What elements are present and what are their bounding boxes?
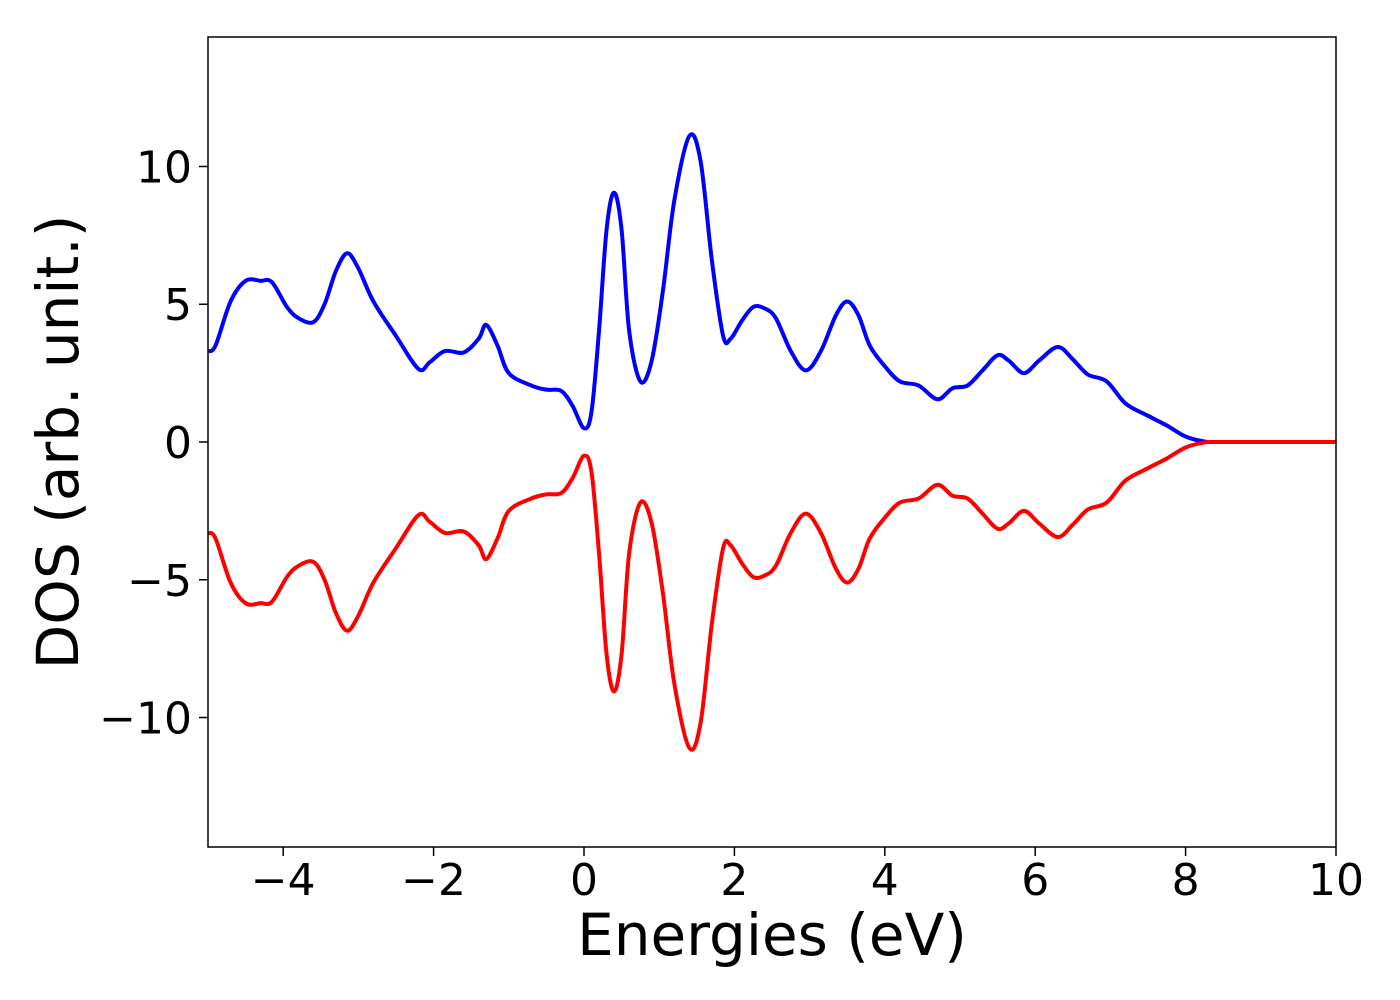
x-tick-label: 8 [1172, 855, 1200, 906]
x-tick-label: 0 [570, 855, 598, 906]
y-tick-label: −10 [99, 694, 192, 745]
x-tick-label: −4 [251, 855, 316, 906]
line [208, 132, 1336, 445]
plot-frame [207, 36, 1337, 848]
y-tick-label: 5 [164, 280, 192, 331]
y-axis-label: DOS (arb. unit.) [24, 215, 92, 670]
y-tick-label: 10 [136, 142, 192, 193]
x-axis-label: Energies (eV) [577, 901, 967, 969]
y-tick-label: 0 [164, 418, 192, 469]
x-tick-label: 2 [720, 855, 748, 906]
x-tick-label: 4 [871, 855, 899, 906]
x-tick-label: 10 [1308, 855, 1364, 906]
x-tick-label: −2 [401, 855, 466, 906]
x-tick-label: 6 [1021, 855, 1049, 906]
y-tick-label: −5 [127, 556, 192, 607]
line [208, 439, 1336, 752]
